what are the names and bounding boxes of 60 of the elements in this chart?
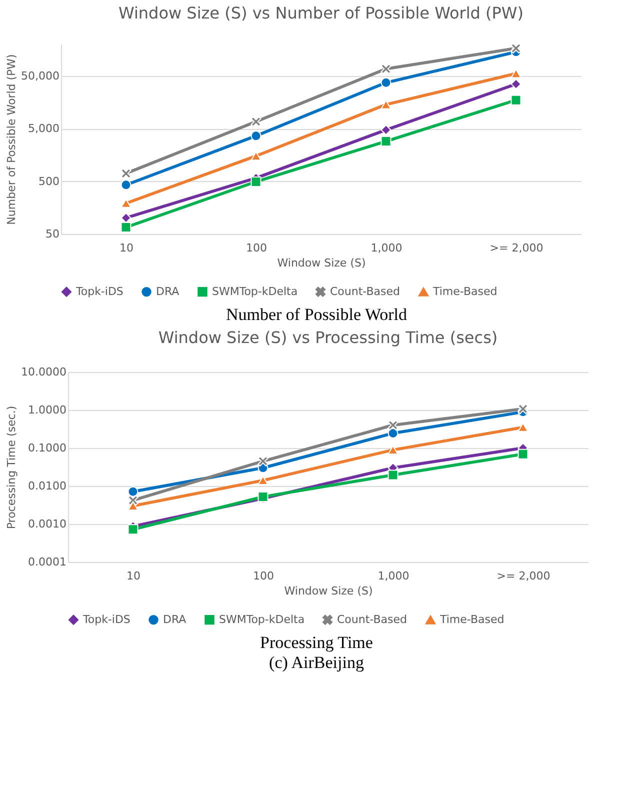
- point: [518, 448, 528, 460]
- legend-label: DRA: [163, 612, 187, 626]
- legend-label: SWMTop-kDelta: [212, 284, 298, 298]
- y-tick-label: 0.0010: [28, 518, 66, 530]
- point: [128, 524, 138, 535]
- x-tick-label: 100: [246, 242, 267, 254]
- point: [388, 470, 398, 480]
- y-tick-label: 0.1000: [28, 442, 66, 454]
- point: [380, 77, 392, 88]
- legend-label: Topk-iDS: [82, 612, 130, 626]
- y-tick-label: 500: [38, 174, 60, 188]
- legend-label: Count-Based: [337, 612, 408, 626]
- y-axis-title: Processing Time (sec.): [5, 406, 18, 530]
- x-tick-label: 10: [126, 570, 140, 582]
- y-tick-label: 50,000: [21, 69, 60, 82]
- legend-label: Time-Based: [439, 613, 504, 626]
- y-tick-label: 5,000: [28, 122, 60, 136]
- point: [380, 124, 392, 136]
- point: [120, 180, 132, 190]
- x-tick-label: >= 2,000: [496, 570, 550, 582]
- x-tick-label: 1,000: [378, 570, 410, 582]
- point: [120, 222, 132, 233]
- point: [380, 136, 392, 147]
- legend-label: Topk-iDS: [75, 284, 124, 298]
- y-tick-label: 0.0001: [28, 556, 66, 568]
- point: [120, 212, 132, 224]
- y-tick-label: 10.0000: [21, 366, 66, 378]
- point: [518, 422, 528, 432]
- point: [510, 43, 522, 54]
- point: [250, 130, 262, 142]
- x-tick-label: 10: [120, 242, 134, 254]
- text: (c) AirBeijing: [268, 653, 365, 673]
- point: [250, 176, 262, 187]
- y-tick-label: 0.0100: [28, 480, 66, 492]
- point: [128, 486, 138, 497]
- point: [518, 404, 528, 414]
- point: [510, 78, 522, 90]
- point: [510, 94, 522, 106]
- y-tick-label: 1.0000: [28, 404, 66, 416]
- legend-label: Count-Based: [330, 284, 400, 298]
- y-axis-title: Number of Possible World (PW): [5, 54, 18, 225]
- point: [380, 64, 392, 74]
- text: Processing Time: [259, 633, 374, 653]
- x-tick-label: 100: [253, 570, 274, 582]
- legend-label: Time-Based: [432, 285, 498, 298]
- text: Number of Possible World: [224, 305, 408, 325]
- point: [128, 501, 138, 510]
- y-tick-label: 50: [46, 228, 60, 240]
- x-tick-label: 1,000: [370, 242, 402, 254]
- point: [128, 495, 138, 506]
- chart-title: Window Size (S) vs Number of Possible World (PW): [118, 4, 524, 23]
- chart-title: Window Size (S) vs Processing Time (secs): [158, 328, 498, 347]
- point: [120, 198, 132, 208]
- legend-label: SWMTop-kDelta: [219, 612, 305, 626]
- x-axis-title: Window Size (S): [277, 256, 366, 270]
- point: [120, 168, 132, 179]
- x-tick-label: >= 2,000: [490, 242, 544, 254]
- legend-label: DRA: [156, 284, 180, 298]
- x-axis-title: Window Size (S): [284, 584, 373, 598]
- point: [388, 428, 398, 438]
